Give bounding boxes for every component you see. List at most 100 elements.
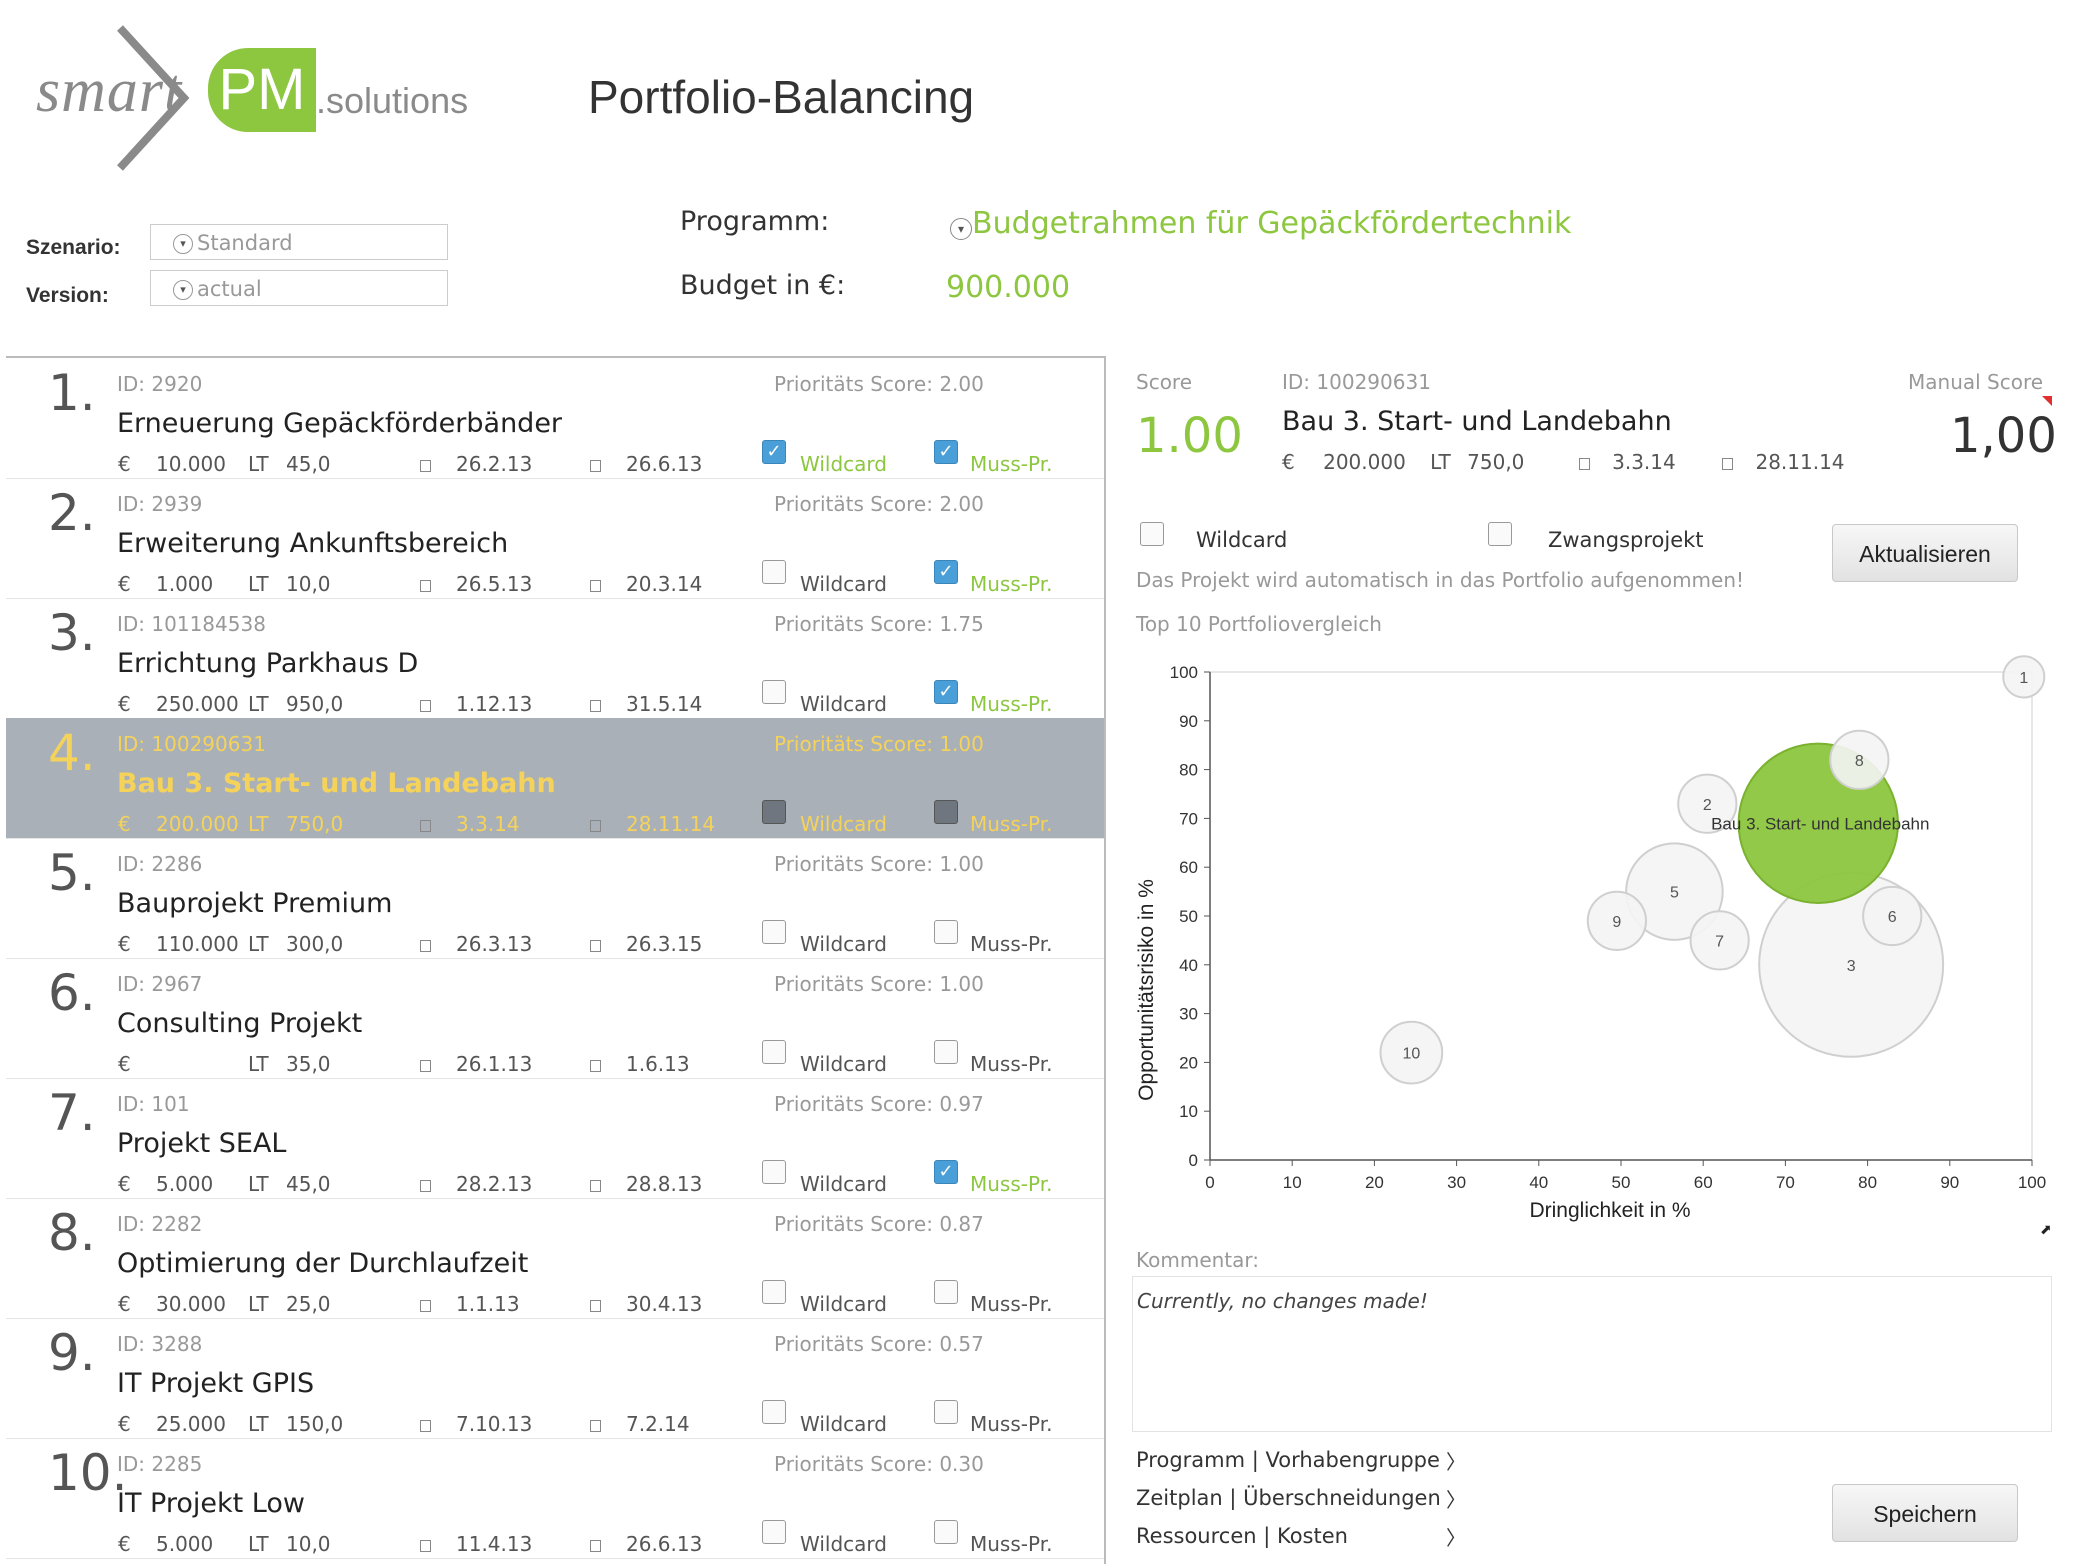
mandatory-checkbox[interactable]: ✓ xyxy=(934,440,958,464)
x-tick-label: 40 xyxy=(1529,1173,1548,1192)
bubble-2[interactable] xyxy=(1677,773,1738,834)
mandatory-checkbox[interactable]: ✓ xyxy=(934,680,958,704)
project-name: Bau 3. Start- und Landebahn xyxy=(117,768,556,799)
project-rank: 6. xyxy=(48,964,96,1022)
project-name: Projekt SEAL xyxy=(117,1128,287,1159)
project-row[interactable]: 4. ID: 100290631 Prioritäts Score: 1.00 Bau… xyxy=(6,718,1104,839)
mandatory-checkbox[interactable]: ✓ xyxy=(934,560,958,584)
detail-cost: 200.000 xyxy=(1323,450,1406,474)
y-tick-label: 0 xyxy=(1189,1151,1198,1170)
wildcard-checkbox[interactable] xyxy=(762,920,786,944)
project-rank: 4. xyxy=(48,724,96,782)
priority-score: Prioritäts Score: 0.97 xyxy=(774,1092,984,1116)
project-row[interactable]: 2. ID: 2939 Prioritäts Score: 2.00 Erweiter… xyxy=(6,478,1104,599)
project-lt: 10,0 xyxy=(286,1532,331,1556)
bubble-6[interactable] xyxy=(1862,885,1923,947)
project-row[interactable]: 3. ID: 101184538 Prioritäts Score: 1.75 Err… xyxy=(6,598,1104,719)
y-tick-label: 30 xyxy=(1179,1005,1198,1024)
project-row[interactable]: 8. ID: 2282 Prioritäts Score: 0.87 Optimier… xyxy=(6,1198,1104,1319)
wildcard-label: Wildcard xyxy=(800,1412,887,1436)
wildcard-checkbox[interactable] xyxy=(762,800,786,824)
project-cost: 30.000 xyxy=(156,1292,226,1316)
mandatory-label: Muss-Pr. xyxy=(970,452,1053,476)
wildcard-checkbox[interactable] xyxy=(762,1280,786,1304)
bubble-9[interactable] xyxy=(1586,890,1647,951)
wildcard-checkbox[interactable] xyxy=(762,560,786,584)
version-value: actual xyxy=(197,277,262,301)
project-id: ID: 3288 xyxy=(117,1332,203,1356)
mandatory-checkbox[interactable] xyxy=(934,1040,958,1064)
project-row[interactable]: 9. ID: 3288 Prioritäts Score: 0.57 IT Proje… xyxy=(6,1318,1104,1439)
dropdown-icon: ▾ xyxy=(950,217,972,240)
project-rank: 2. xyxy=(48,484,96,542)
bubble-10[interactable] xyxy=(1379,1020,1444,1085)
manual-score-label: Manual Score xyxy=(1908,370,2044,394)
project-name: Optimierung der Durchlaufzeit xyxy=(117,1248,529,1279)
priority-score: Prioritäts Score: 0.57 xyxy=(774,1332,984,1356)
project-end-date: 26.6.13 xyxy=(626,1532,703,1556)
calendar-icon xyxy=(420,1532,431,1556)
update-button[interactable]: Aktualisieren xyxy=(1832,524,2018,582)
link-resources[interactable]: Ressourcen | Kosten xyxy=(1136,1524,1348,1548)
program-value: Budgetrahmen für Gepäckfördertechnik xyxy=(972,206,1572,241)
project-cost: 5.000 xyxy=(156,1532,214,1556)
project-id: ID: 2967 xyxy=(117,972,203,996)
link-program[interactable]: Programm | Vorhabengruppe xyxy=(1136,1448,1440,1472)
calendar-icon xyxy=(420,692,431,716)
x-tick-label: 100 xyxy=(2018,1173,2046,1192)
scenario-select[interactable]: ▾ Standard xyxy=(150,224,448,260)
project-lt: 300,0 xyxy=(286,932,344,956)
save-button[interactable]: Speichern xyxy=(1832,1484,2018,1542)
wildcard-checkbox[interactable] xyxy=(762,1400,786,1424)
wildcard-checkbox[interactable]: ✓ xyxy=(762,440,786,464)
project-row[interactable]: 1. ID: 2920 Prioritäts Score: 2.00 Erneueru… xyxy=(6,358,1104,479)
project-row[interactable]: 10. ID: 2285 Prioritäts Score: 0.30 IT Proj… xyxy=(6,1438,1104,1559)
bubble-5[interactable] xyxy=(1625,842,1724,941)
version-label: Version: xyxy=(26,284,109,307)
forced-project-label: Zwangsprojekt xyxy=(1548,528,1704,552)
calendar-icon xyxy=(420,572,431,596)
project-row[interactable]: 7. ID: 101 Prioritäts Score: 0.97 Projekt S… xyxy=(6,1078,1104,1199)
calendar-icon xyxy=(420,1052,431,1076)
project-cost: 25.000 xyxy=(156,1412,226,1436)
program-select[interactable]: ▾ Budgetrahmen für Gepäckfördertechnik xyxy=(950,206,1571,241)
mandatory-checkbox[interactable]: ✓ xyxy=(934,1160,958,1184)
link-schedule[interactable]: Zeitplan | Überschneidungen xyxy=(1136,1486,1441,1510)
mandatory-checkbox[interactable] xyxy=(934,1520,958,1544)
wildcard-checkbox[interactable] xyxy=(762,1040,786,1064)
currency-symbol: € xyxy=(118,692,131,716)
y-axis-label: Opportunitätsrisiko in % xyxy=(1135,879,1158,1101)
logo-chevron-icon xyxy=(117,25,190,171)
wildcard-checkbox[interactable] xyxy=(762,680,786,704)
mandatory-checkbox[interactable] xyxy=(934,1400,958,1424)
mandatory-checkbox[interactable] xyxy=(934,920,958,944)
x-tick-label: 20 xyxy=(1365,1173,1384,1192)
project-start-date: 1.1.13 xyxy=(456,1292,520,1316)
wildcard-label: Wildcard xyxy=(800,932,887,956)
bubble-7[interactable] xyxy=(1689,910,1750,971)
project-rank: 9. xyxy=(48,1324,96,1382)
mandatory-checkbox[interactable] xyxy=(934,1280,958,1304)
bubble-8[interactable] xyxy=(1829,729,1890,790)
version-select[interactable]: ▾ actual xyxy=(150,270,448,306)
project-row[interactable]: 6. ID: 2967 Prioritäts Score: 1.00 Consulti… xyxy=(6,958,1104,1079)
score-label: Score xyxy=(1136,370,1193,394)
project-id: ID: 2286 xyxy=(117,852,203,876)
comment-textarea[interactable]: Currently, no changes made! xyxy=(1132,1276,2052,1432)
mandatory-checkbox[interactable] xyxy=(934,800,958,824)
wildcard-checkbox[interactable] xyxy=(762,1160,786,1184)
project-end-date: 28.8.13 xyxy=(626,1172,703,1196)
project-name: Consulting Projekt xyxy=(117,1008,363,1039)
project-row[interactable]: 5. ID: 2286 Prioritäts Score: 1.00 Bauproje… xyxy=(6,838,1104,959)
y-tick-label: 40 xyxy=(1179,956,1198,975)
bubble-1[interactable] xyxy=(2002,655,2046,699)
currency-symbol: € xyxy=(118,1172,131,1196)
forced-project-checkbox[interactable] xyxy=(1488,522,1512,546)
project-cost: 110.000 xyxy=(156,932,239,956)
x-tick-label: 90 xyxy=(1940,1173,1959,1192)
manual-score-input[interactable]: 1,00 xyxy=(1950,408,2057,464)
resize-icon[interactable]: ⬈ xyxy=(2040,1222,2052,1238)
wildcard-checkbox[interactable] xyxy=(762,1520,786,1544)
wildcard-checkbox[interactable] xyxy=(1140,522,1164,546)
required-marker-icon xyxy=(2042,396,2052,406)
